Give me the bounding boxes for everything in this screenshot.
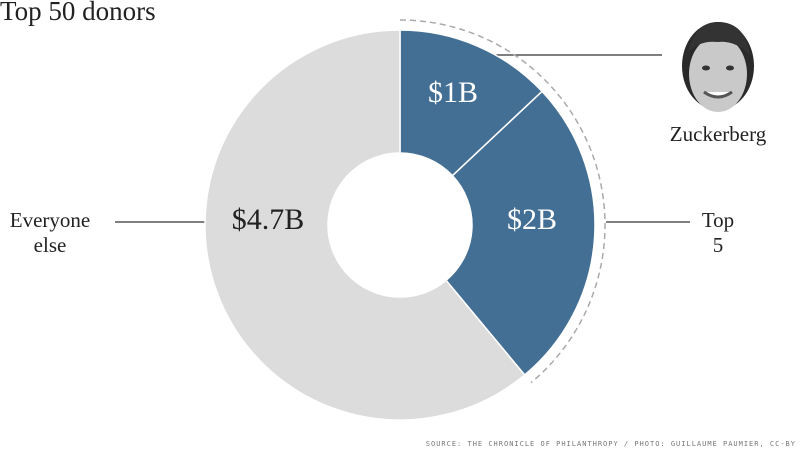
value-label: $1B xyxy=(428,76,478,109)
donut-slice xyxy=(204,29,526,421)
source: SOURCE: THE CHRONICLE OF PHILANTHROPY / … xyxy=(425,440,796,448)
category-label: Top 5 xyxy=(701,208,735,257)
donut-slice xyxy=(399,29,544,177)
value-label: $2B xyxy=(507,203,557,236)
category-label: Everyone else xyxy=(9,208,91,257)
photo xyxy=(682,22,754,112)
chart-title: Top 50 donors xyxy=(0,0,156,26)
category-label: Zuckerberg xyxy=(669,122,767,146)
bracket-arc xyxy=(399,19,606,384)
value-label: $4.7B xyxy=(232,203,305,236)
donut-slice xyxy=(444,90,596,377)
